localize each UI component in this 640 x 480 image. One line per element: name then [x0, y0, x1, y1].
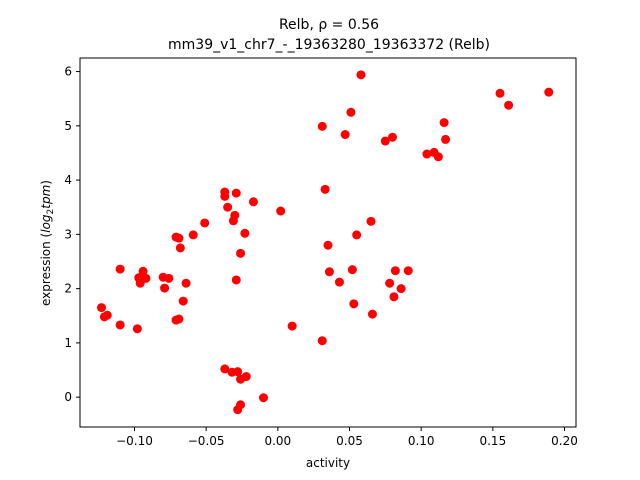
y-tick-label: 0 — [64, 390, 72, 404]
data-point — [164, 273, 174, 283]
y-axis-label-subscript: 2 — [46, 209, 56, 215]
data-point — [141, 273, 151, 283]
y-tick-label: 5 — [64, 119, 72, 133]
data-point — [223, 202, 233, 212]
data-point — [287, 321, 297, 331]
data-point — [349, 299, 359, 309]
data-point — [380, 136, 390, 146]
data-point — [236, 400, 246, 410]
data-point — [334, 277, 344, 287]
points-layer — [97, 70, 554, 415]
y-axis-label-prefix: expression ( — [39, 233, 53, 306]
data-point — [385, 278, 395, 288]
data-point — [403, 266, 413, 276]
data-point — [320, 184, 330, 194]
data-point — [97, 303, 107, 313]
data-point — [174, 233, 184, 243]
y-axis-label-suffix: ) — [39, 180, 53, 185]
data-point — [115, 320, 125, 330]
data-point — [233, 367, 243, 377]
data-point — [174, 314, 184, 324]
data-point — [231, 188, 241, 198]
data-point — [390, 266, 400, 276]
data-point — [160, 283, 170, 293]
data-point — [258, 393, 268, 403]
data-point — [422, 149, 432, 159]
y-axis-label: expression (log2tpm) — [39, 180, 56, 306]
x-tick-label: −0.10 — [116, 434, 153, 448]
y-tick-label: 4 — [64, 173, 72, 187]
data-point — [231, 275, 241, 285]
data-point — [340, 130, 350, 140]
y-tick-label: 3 — [64, 227, 72, 241]
data-point — [389, 292, 399, 302]
data-point — [495, 88, 505, 98]
data-point — [324, 267, 334, 277]
x-tick-label: −0.05 — [188, 434, 225, 448]
data-point — [433, 152, 443, 162]
chart-subtitle: mm39_v1_chr7_-_19363280_19363372 (Relb) — [168, 37, 490, 53]
x-tick-label: 0.10 — [408, 434, 435, 448]
data-point — [236, 248, 246, 258]
data-point — [248, 197, 258, 207]
data-point — [138, 266, 148, 276]
data-point — [132, 324, 142, 334]
data-point — [367, 309, 377, 319]
y-tick-label: 1 — [64, 336, 72, 350]
axes-frame — [79, 57, 577, 428]
y-axis-label-math: log — [39, 214, 53, 233]
x-tick-label: 0.15 — [479, 434, 506, 448]
data-point — [188, 230, 198, 240]
data-point — [102, 310, 112, 320]
data-point — [115, 264, 125, 274]
data-point — [439, 118, 449, 128]
x-tick-label: 0.20 — [551, 434, 578, 448]
x-axis-label: activity — [306, 456, 350, 470]
data-point — [220, 364, 230, 374]
data-point — [317, 121, 327, 131]
data-point — [317, 336, 327, 346]
data-point — [504, 100, 514, 110]
data-point — [200, 218, 210, 228]
y-axis-label-math-2: tpm — [39, 185, 53, 209]
data-point — [241, 372, 251, 382]
data-point — [346, 107, 356, 117]
data-point — [441, 134, 451, 144]
data-point — [175, 243, 185, 253]
data-point — [323, 240, 333, 250]
data-point — [544, 87, 554, 97]
data-point — [178, 296, 188, 306]
data-point — [220, 191, 230, 201]
data-point — [347, 265, 357, 275]
data-point — [396, 284, 406, 294]
data-point — [181, 278, 191, 288]
data-point — [356, 70, 366, 80]
data-point — [276, 206, 286, 216]
data-point — [230, 210, 240, 220]
data-point — [388, 132, 398, 142]
chart-title: Relb, ρ = 0.56 — [279, 17, 379, 33]
data-point — [352, 230, 362, 240]
x-axis-ticks: −0.10 −0.05 0.00 0.05 0.10 0.15 0.20 — [116, 427, 578, 448]
y-tick-label: 2 — [64, 282, 72, 296]
data-point — [240, 228, 250, 238]
x-tick-label: 0.00 — [264, 434, 291, 448]
x-tick-label: 0.05 — [336, 434, 363, 448]
data-point — [366, 216, 376, 226]
y-axis-ticks: 0 1 2 3 4 5 6 — [64, 65, 80, 404]
y-tick-label: 6 — [64, 65, 72, 79]
